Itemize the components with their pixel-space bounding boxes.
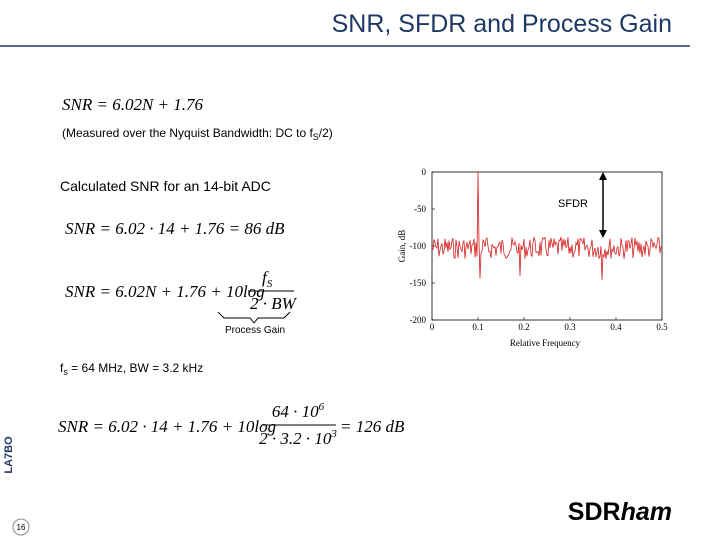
- num-exp: 6: [319, 401, 325, 413]
- y-label: Gain, dB: [397, 230, 407, 263]
- numerator: 64 · 106: [272, 401, 325, 421]
- logo-italic: ham: [621, 498, 672, 526]
- note: (Measured over the Nyquist Bandwidth: DC…: [62, 126, 333, 142]
- den-exp: 3: [330, 428, 337, 440]
- num: f: [262, 268, 269, 287]
- equation: SNR = 6.02N + 1.76 + 10log: [65, 282, 265, 301]
- equation: SNR = 6.02N + 1.76: [62, 95, 204, 114]
- spectrum: [431, 171, 663, 281]
- logo-text: SDR: [568, 498, 621, 526]
- side-label: LA7BO: [3, 436, 15, 474]
- y-tick-label: -200: [410, 315, 427, 325]
- equation: SNR = 6.02 · 14 + 1.76 + 10log: [58, 417, 276, 436]
- den: 2 · 3.2 · 10: [259, 429, 332, 448]
- sfdr-label: SFDR: [558, 198, 588, 210]
- note-text: (Measured over the Nyquist Bandwidth: DC…: [62, 126, 313, 140]
- arrowhead: [599, 172, 607, 238]
- x-tick-label: 0.4: [610, 322, 622, 332]
- num-sub: S: [267, 278, 273, 290]
- x-tick-label: 0.3: [564, 322, 576, 332]
- y-tick-label: -100: [410, 241, 427, 251]
- heading: Calculated SNR for an 14-bit ADC: [60, 178, 271, 194]
- sub: s: [63, 367, 68, 377]
- x-tick-label: 0: [430, 322, 435, 332]
- page-number: 16: [17, 523, 26, 532]
- equation: = 126 dB: [340, 417, 405, 436]
- x-tick-label: 0.5: [656, 322, 668, 332]
- y-tick-label: -50: [414, 204, 426, 214]
- y-tick-label: 0: [422, 167, 427, 177]
- x-tick-label: 0.2: [518, 322, 529, 332]
- brace: [217, 311, 291, 324]
- process-gain-label: Process Gain: [225, 325, 285, 336]
- numerator: fS: [262, 268, 273, 290]
- note-sub: S: [313, 132, 319, 142]
- f: f: [60, 361, 64, 375]
- x-label: Relative Frequency: [510, 338, 581, 348]
- y-tick-label: -150: [410, 278, 427, 288]
- equation: SNR = 6.02 · 14 + 1.76 = 86 dB: [65, 219, 285, 238]
- x-tick-label: 0.1: [472, 322, 483, 332]
- denominator: 2 · 3.2 · 103: [259, 428, 337, 448]
- params-text: = 64 MHz, BW = 3.2 kHz: [68, 361, 203, 375]
- title: SNR, SFDR and Process Gain: [332, 10, 672, 38]
- page-badge: [12, 518, 30, 536]
- num: 64 · 10: [272, 402, 319, 421]
- logo: SDRham: [568, 498, 672, 526]
- note-end: /2): [319, 126, 333, 140]
- denominator: 2 · BW: [250, 294, 298, 313]
- spectrum-figure: Gain, dB Relative Frequency SFDR 0 -50 -10…: [397, 167, 668, 348]
- params: fs = 64 MHz, BW = 3.2 kHz: [60, 361, 203, 377]
